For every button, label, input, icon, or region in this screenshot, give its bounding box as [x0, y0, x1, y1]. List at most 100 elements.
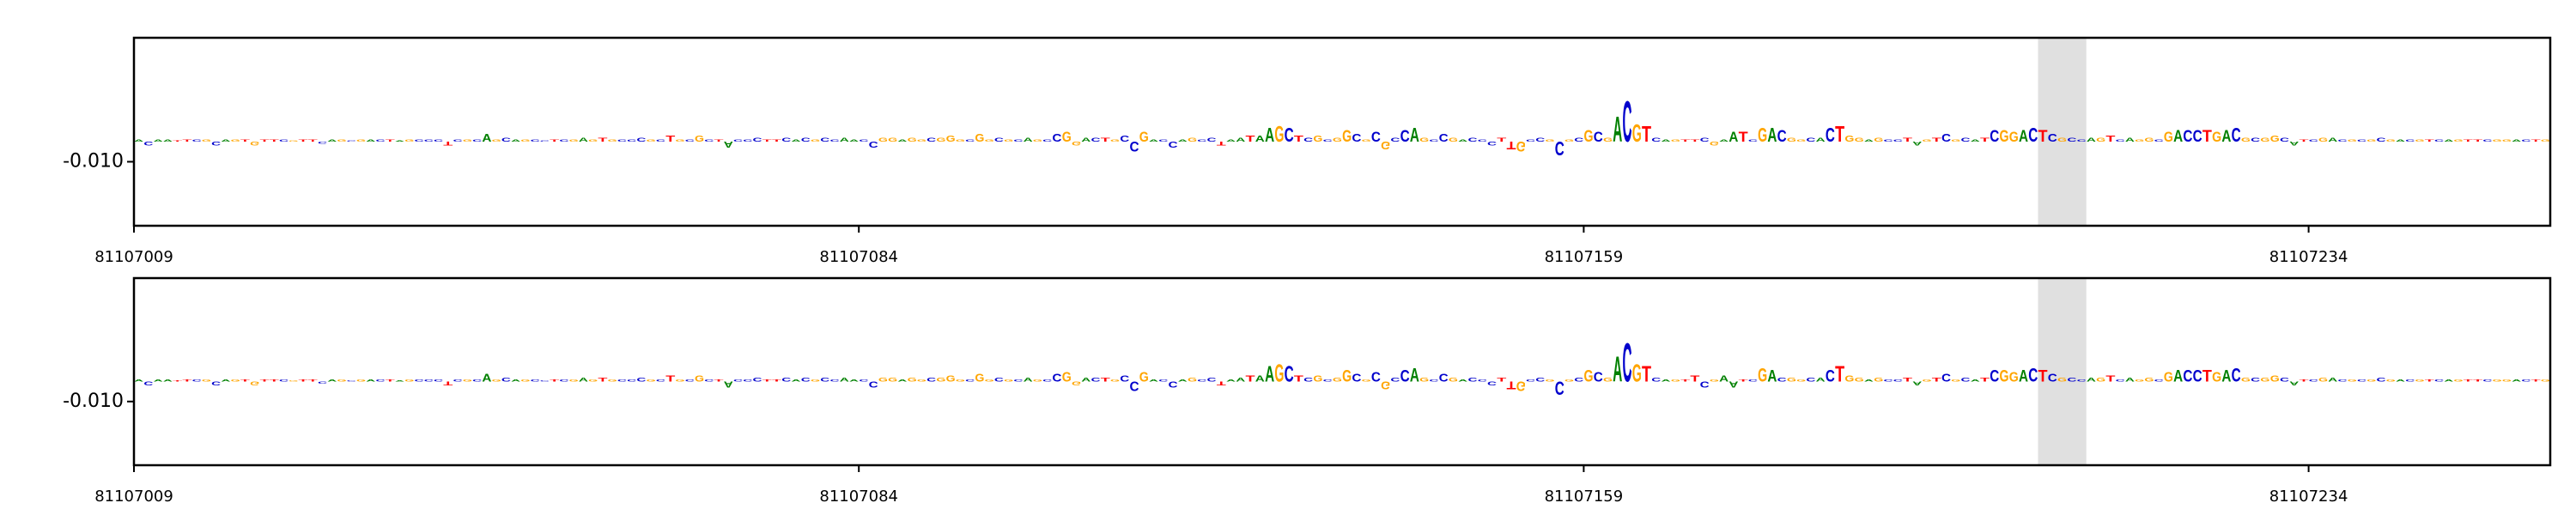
logo-letter: T	[240, 379, 250, 382]
logo-letter: C	[830, 379, 840, 382]
logo-letter: C	[1323, 140, 1333, 142]
logo-letter: C	[2357, 140, 2366, 142]
logo-letter: C	[2154, 140, 2164, 142]
logo-letter: G	[2386, 140, 2396, 142]
logo-letter: C	[1323, 379, 1333, 382]
logo-letter: C	[869, 140, 879, 149]
logo-letter: A	[2289, 141, 2299, 148]
logo-letter: C	[685, 379, 695, 382]
logo-letter: A	[1410, 124, 1419, 147]
logo-letter: C	[2405, 140, 2415, 142]
logo-letter: G	[1796, 379, 1806, 382]
logo-letter: C	[1883, 379, 1893, 382]
logo-letter: A	[2289, 380, 2299, 386]
logo-letter: C	[685, 140, 695, 142]
logo-letter: C	[1883, 140, 1893, 142]
logo-letter: G	[888, 377, 897, 383]
logo-letter: C	[1623, 90, 1632, 155]
logo-letter: G	[1922, 140, 1931, 142]
logo-letter: T	[1680, 140, 1690, 142]
logo-letter: G	[1110, 140, 1120, 142]
logo-letter: G	[1188, 136, 1197, 143]
logo-letter: T	[308, 379, 318, 382]
logo-letter: G	[2241, 377, 2251, 383]
logo-letter: C	[656, 379, 665, 382]
logo-letter: A	[724, 140, 734, 149]
logo-letter: C	[1467, 377, 1477, 383]
x-tick-label: 81107009	[94, 488, 173, 506]
logo-letter: G	[1671, 379, 1680, 382]
logo-letter: C	[1806, 377, 1815, 383]
logo-letter: T	[1690, 140, 1699, 142]
logo-letter: C	[211, 380, 221, 386]
logo-letter: G	[1004, 140, 1013, 142]
logo-letter: A	[1410, 365, 1419, 387]
logo-letter: G	[2057, 377, 2067, 383]
logo-letter: G	[1855, 136, 1864, 143]
logo-letter: T	[2038, 127, 2048, 146]
logo-letter: G	[975, 373, 984, 385]
logo-letter: C	[994, 377, 1004, 383]
logo-letter: C	[2028, 365, 2038, 387]
logo-letter: T	[173, 380, 182, 382]
logo-letter: G	[1516, 138, 1526, 153]
logo-letter: C	[559, 140, 568, 142]
logo-letter: G	[675, 379, 684, 382]
logo-letter: T	[1246, 134, 1255, 143]
x-tick-label: 81107084	[819, 248, 898, 266]
logo-letter: G	[695, 374, 704, 384]
logo-letter: A	[1816, 377, 1826, 383]
logo-letter: G	[2164, 130, 2173, 145]
logo-letter: A	[897, 140, 907, 142]
logo-letter: C	[143, 141, 153, 148]
logo-letter: C	[752, 136, 762, 143]
logo-letter: G	[1710, 141, 1719, 148]
logo-letter: G	[520, 140, 530, 142]
logo-letter: G	[2454, 140, 2464, 142]
logo-letter: A	[1719, 374, 1729, 384]
logo-letter: G	[2135, 140, 2144, 142]
logo-letter: G	[356, 140, 366, 142]
logo-letter: G	[1603, 136, 1613, 143]
logo-letter: A	[579, 377, 588, 383]
logo-letter: G	[936, 377, 945, 383]
logo-letter: C	[2067, 136, 2076, 143]
logo-letter: T	[1497, 377, 1507, 383]
logo-letter: C	[1893, 379, 1903, 382]
logo-letter: A	[1226, 140, 1236, 142]
logo-letter: C	[1129, 379, 1139, 393]
logo-letter: G	[1758, 365, 1767, 387]
logo-letter: G	[1844, 374, 1854, 384]
logo-letter: T	[714, 140, 723, 142]
logo-letter: T	[714, 379, 723, 382]
logo-letter: T	[665, 374, 675, 384]
logo-letter: C	[1197, 379, 1206, 382]
logo-letter: C	[1429, 140, 1438, 142]
logo-letter: G	[1033, 379, 1042, 382]
logo-letter: C	[2193, 367, 2202, 385]
logo-letter: C	[1893, 140, 1903, 142]
logo-letter: G	[2415, 140, 2425, 142]
logo-letter: G	[1632, 119, 1642, 147]
logo-letter: G	[1033, 140, 1042, 142]
logo-letter: A	[221, 140, 230, 142]
logo-letter: G	[2366, 379, 2376, 382]
logo-letter: G	[2164, 370, 2173, 385]
logo-letter: T	[173, 141, 182, 142]
logo-letter: A	[579, 136, 588, 143]
logo-letter: G	[1758, 124, 1767, 147]
logo-letter: G	[337, 140, 346, 142]
logo-letter: T	[1835, 362, 1844, 387]
logo-letter: C	[2521, 379, 2530, 382]
logo-letter: A	[134, 379, 143, 382]
logo-letter: G	[1362, 140, 1371, 142]
logo-letter: A	[1864, 140, 1874, 142]
logo-letter: C	[2193, 127, 2202, 146]
logo-letter: A	[1816, 136, 1826, 143]
logo-letter: A	[2087, 136, 2096, 143]
logo-letter: T	[1506, 139, 1516, 151]
logo-letter: G	[985, 140, 994, 142]
logo-letter: G	[1072, 141, 1081, 148]
logo-letter: A	[1728, 130, 1738, 145]
logo-letter: G	[492, 140, 501, 142]
